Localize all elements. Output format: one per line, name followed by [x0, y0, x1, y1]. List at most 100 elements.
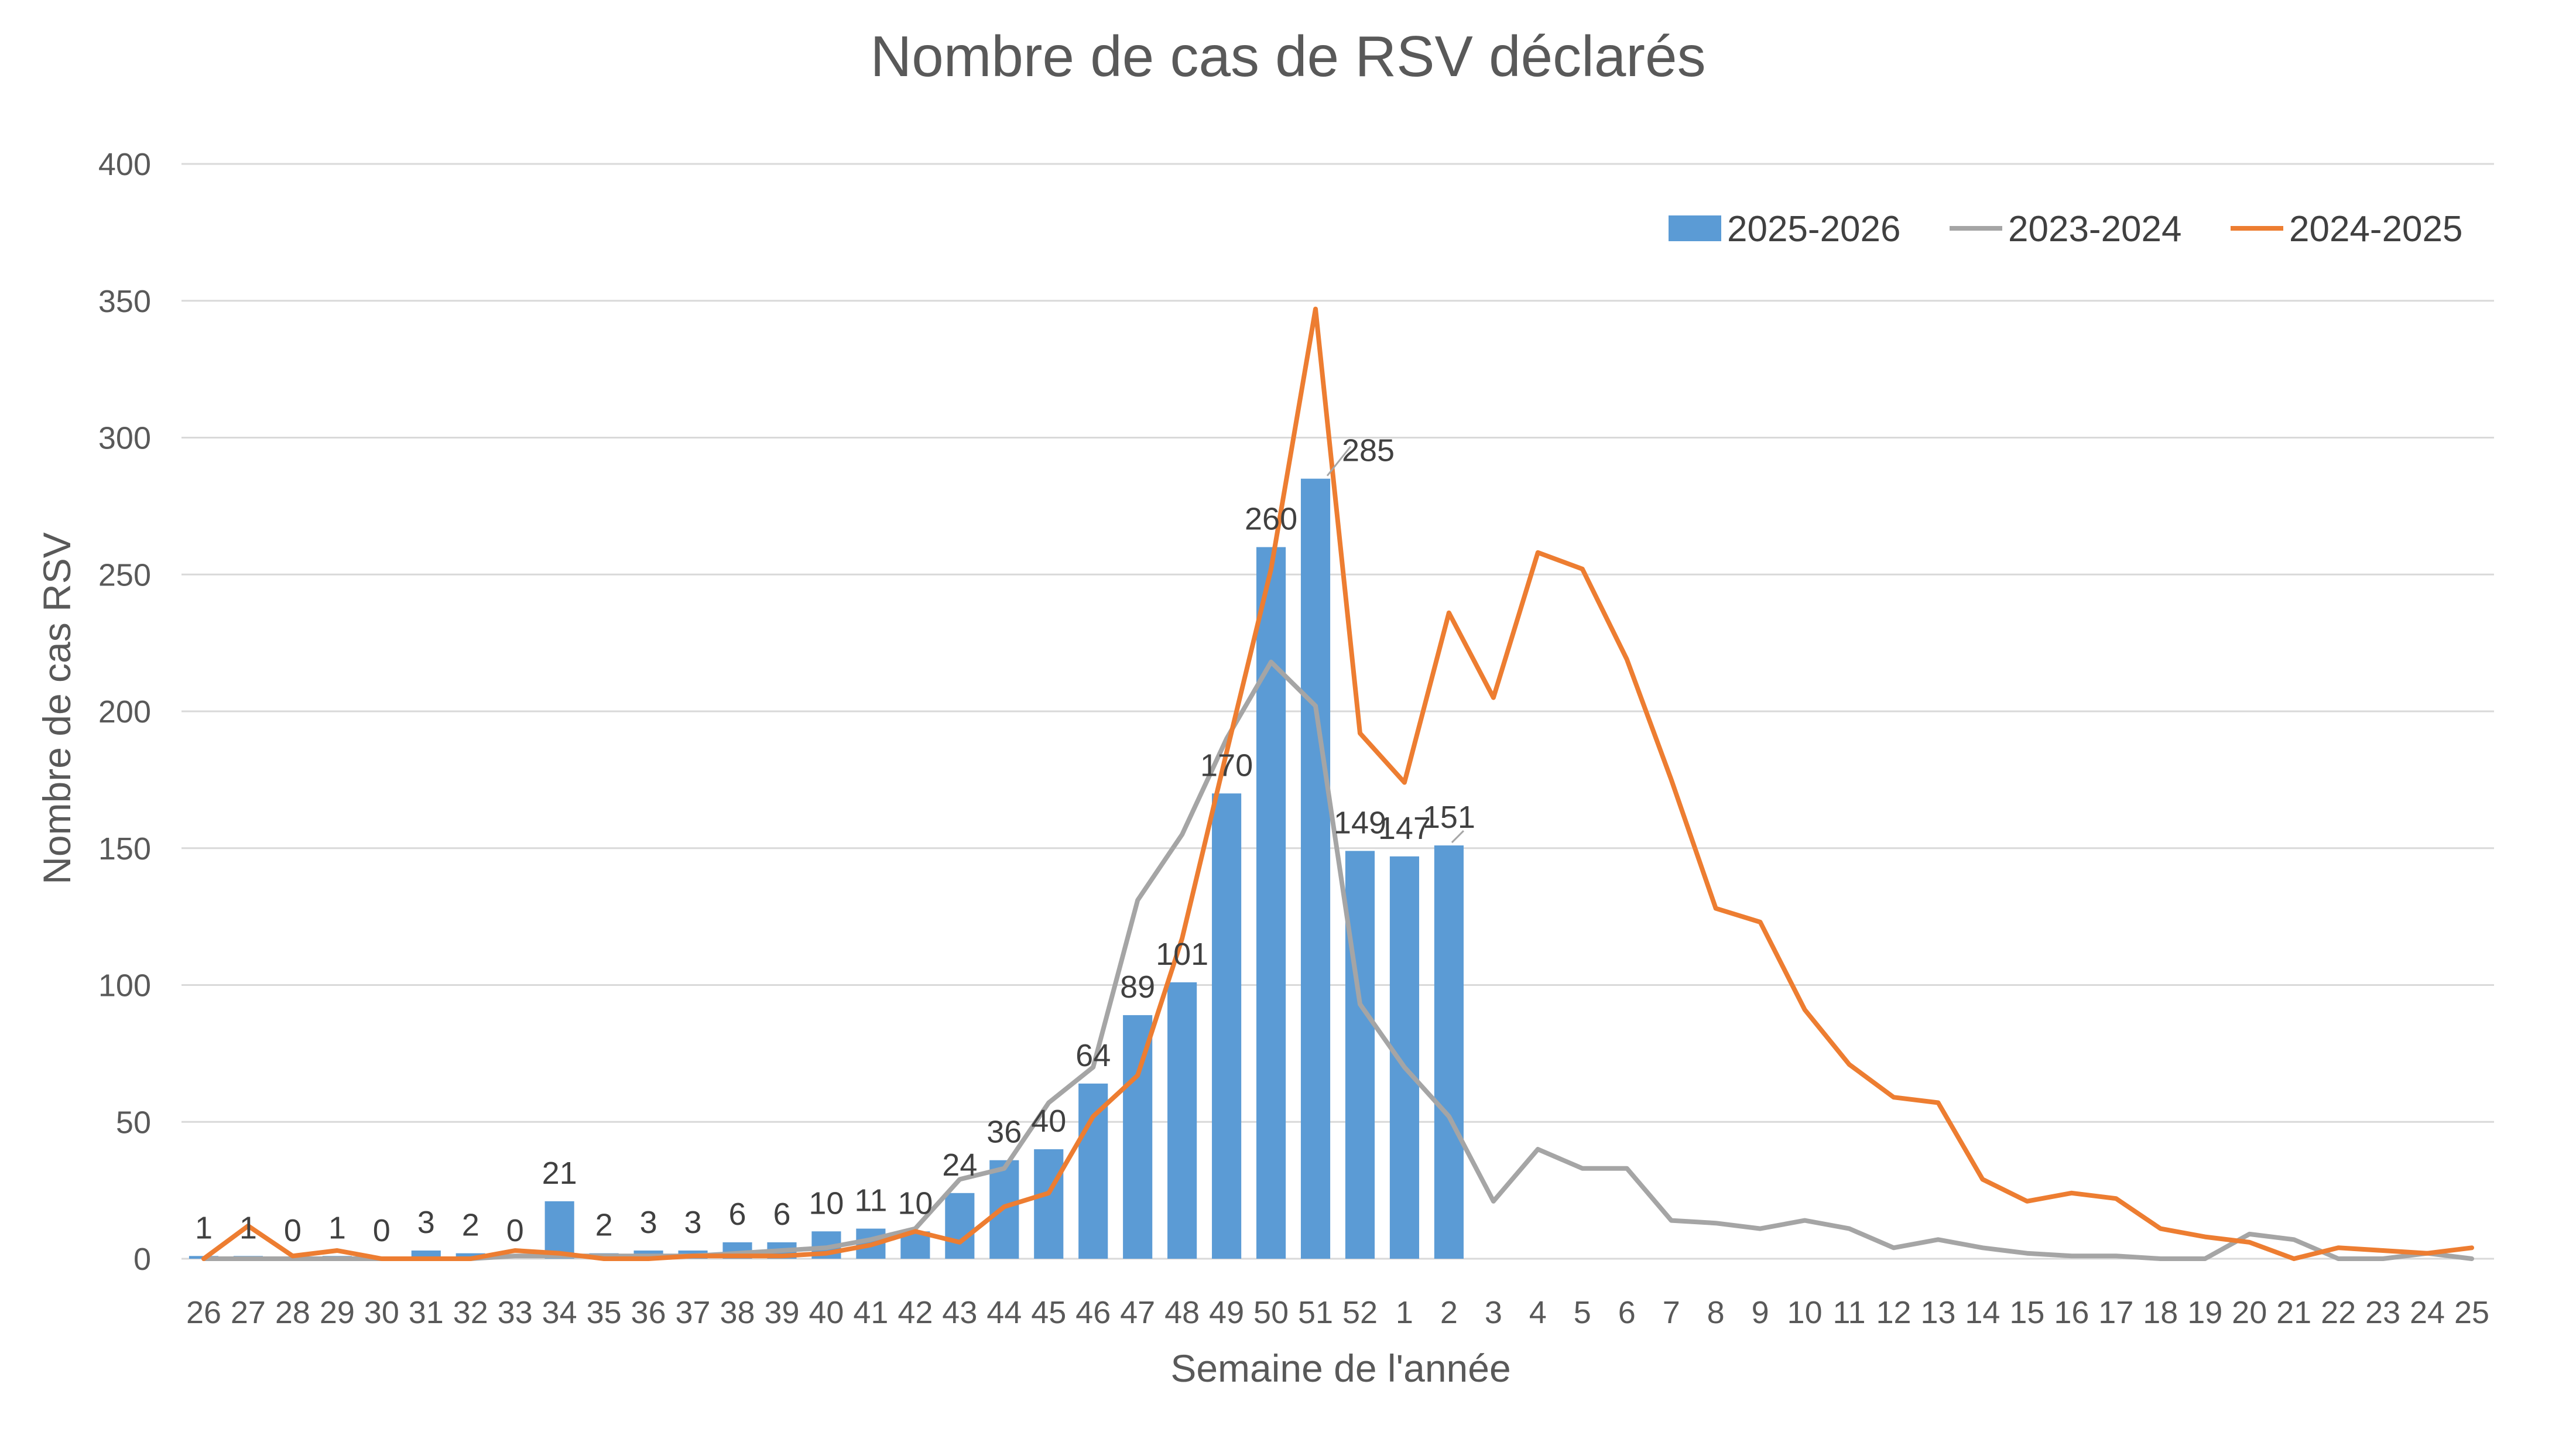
bar [544, 1201, 574, 1259]
x-tick-label: 2 [1440, 1295, 1458, 1330]
x-tick-label: 41 [853, 1295, 888, 1330]
data-label: 2 [462, 1208, 479, 1243]
x-tick-label: 45 [1031, 1295, 1066, 1330]
x-tick-label: 38 [720, 1295, 755, 1330]
data-label: 6 [728, 1197, 746, 1232]
data-label: 1 [195, 1210, 213, 1245]
x-tick-label: 19 [2187, 1295, 2222, 1330]
data-label: 64 [1075, 1038, 1111, 1073]
bar [1167, 982, 1197, 1259]
legend: 2025-2026 2023-2024 2024-2025 [1669, 209, 2463, 249]
data-label: 1 [239, 1210, 257, 1245]
x-tick-label: 1 [1396, 1295, 1413, 1330]
gridlines [181, 163, 2494, 1260]
x-tick-label: 35 [587, 1295, 622, 1330]
bar [945, 1193, 975, 1259]
data-label: 147 [1378, 811, 1431, 846]
x-tick-label: 8 [1707, 1295, 1725, 1330]
x-tick-label: 10 [1787, 1295, 1823, 1330]
y-tick-label: 350 [98, 284, 151, 319]
x-tick-label: 42 [898, 1295, 933, 1330]
series-line-2024-2025 [201, 306, 2474, 1261]
x-tick-label: 28 [275, 1295, 310, 1330]
data-label: 2 [595, 1208, 613, 1243]
x-tick-label: 20 [2232, 1295, 2267, 1330]
x-tick-label: 34 [542, 1295, 577, 1330]
x-tick-label: 27 [231, 1295, 266, 1330]
x-tick-label: 33 [498, 1295, 533, 1330]
x-tick-label: 36 [631, 1295, 666, 1330]
x-axis-title: Semaine de l'année [1170, 1347, 1510, 1390]
x-tick-label: 46 [1075, 1295, 1111, 1330]
data-label: 0 [506, 1213, 524, 1248]
bar [1034, 1149, 1064, 1259]
x-tick-label: 17 [2098, 1295, 2133, 1330]
data-label: 3 [684, 1205, 702, 1240]
bar [1434, 845, 1464, 1259]
x-tick-label: 4 [1529, 1295, 1547, 1330]
y-tick-label: 50 [116, 1105, 151, 1140]
data-label: 101 [1156, 937, 1208, 972]
bar [1078, 1083, 1108, 1259]
y-tick-label: 250 [98, 557, 151, 592]
bar [1256, 547, 1286, 1259]
bar [1300, 478, 1331, 1259]
x-tick-label: 13 [1920, 1295, 1955, 1330]
x-tick-label: 44 [986, 1295, 1022, 1330]
bar [455, 1253, 485, 1259]
x-tick-label: 25 [2454, 1295, 2489, 1330]
x-tick-label: 29 [320, 1295, 355, 1330]
legend-label: 2023-2024 [2008, 209, 2182, 249]
bar [1123, 1015, 1153, 1259]
x-tick-label: 7 [1663, 1295, 1680, 1330]
x-tick-label: 30 [364, 1295, 399, 1330]
y-tick-label: 100 [98, 968, 151, 1003]
bar-series [189, 478, 1464, 1259]
y-axis-title: Nombre de cas RSV [35, 532, 78, 885]
x-tick-label: 43 [942, 1295, 977, 1330]
x-axis-ticks: 26 27 28 29 30 31 32 33 34 35 36 37 38 39 40 41 42 43 44 45… [186, 1295, 2489, 1330]
x-tick-label: 18 [2143, 1295, 2178, 1330]
x-tick-label: 6 [1618, 1295, 1636, 1330]
legend-label: 2024-2025 [2289, 209, 2463, 249]
y-tick-label: 400 [98, 147, 151, 182]
data-label: 3 [417, 1205, 435, 1240]
x-tick-label: 15 [2009, 1295, 2044, 1330]
x-tick-label: 31 [409, 1295, 444, 1330]
y-tick-label: 300 [98, 421, 151, 456]
x-tick-label: 14 [1965, 1295, 2000, 1330]
bar [1345, 851, 1375, 1259]
x-tick-label: 50 [1253, 1295, 1289, 1330]
x-tick-label: 11 [1833, 1295, 1866, 1330]
data-label: 89 [1120, 970, 1155, 1005]
x-tick-label: 51 [1298, 1295, 1333, 1330]
data-label: 1 [328, 1210, 346, 1245]
x-tick-label: 22 [2321, 1295, 2356, 1330]
x-tick-label: 26 [186, 1295, 221, 1330]
legend-label: 2025-2026 [1727, 209, 1901, 249]
data-label: 149 [1334, 805, 1386, 840]
data-label: 151 [1423, 800, 1475, 835]
data-label: 10 [809, 1186, 844, 1221]
x-tick-label: 40 [809, 1295, 844, 1330]
y-tick-label: 200 [98, 694, 151, 729]
data-label: 40 [1031, 1104, 1066, 1139]
bar [1389, 856, 1420, 1259]
data-label: 10 [898, 1186, 933, 1221]
x-tick-label: 16 [2054, 1295, 2089, 1330]
data-label: 3 [640, 1205, 657, 1240]
x-tick-label: 32 [453, 1295, 488, 1330]
x-tick-label: 52 [1342, 1295, 1378, 1330]
y-axis-ticks: 0 50 100 150 200 250 300 350 400 [98, 147, 151, 1277]
x-tick-label: 39 [764, 1295, 799, 1330]
x-tick-label: 37 [676, 1295, 711, 1330]
data-label: 285 [1342, 433, 1395, 468]
data-label: 11 [854, 1183, 887, 1218]
line-series [201, 306, 2474, 1261]
x-tick-label: 48 [1164, 1295, 1200, 1330]
x-tick-label: 9 [1752, 1295, 1769, 1330]
bar [1212, 793, 1242, 1259]
data-label: 24 [942, 1147, 977, 1183]
